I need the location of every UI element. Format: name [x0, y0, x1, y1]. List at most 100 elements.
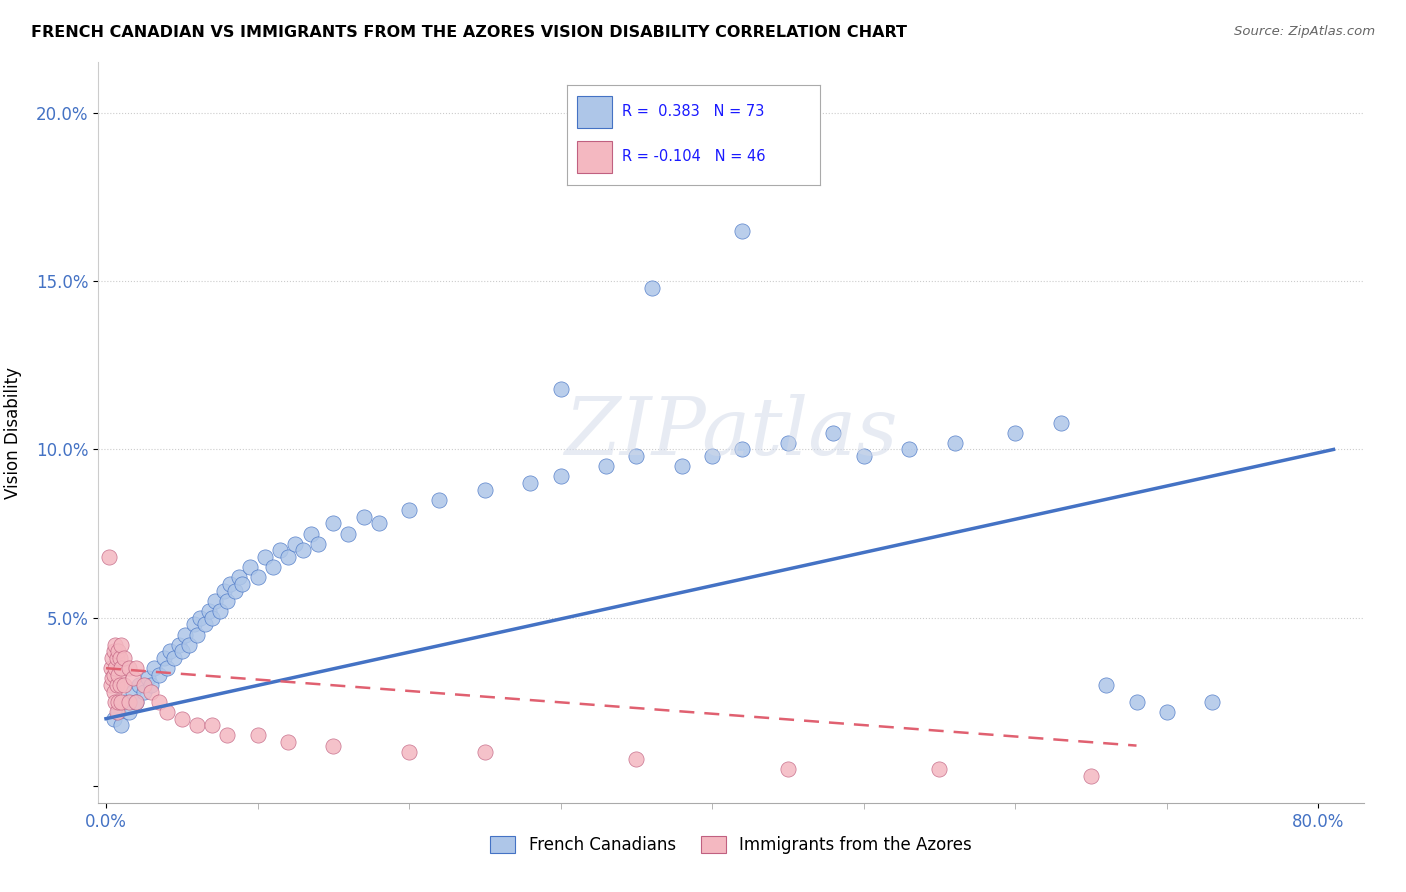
Point	[104, 638, 127, 652]
Point	[198, 604, 221, 618]
Point	[163, 651, 186, 665]
Point	[186, 627, 208, 641]
Point	[550, 382, 572, 396]
Point	[112, 651, 135, 665]
Point	[262, 560, 284, 574]
Point	[112, 678, 135, 692]
Point	[152, 651, 174, 665]
Point	[141, 685, 163, 699]
Point	[107, 644, 129, 658]
Point	[159, 644, 181, 658]
Point	[776, 762, 799, 776]
Point	[228, 570, 250, 584]
Point	[167, 638, 190, 652]
Point	[239, 560, 262, 574]
Point	[100, 678, 122, 692]
Point	[148, 668, 170, 682]
Point	[1156, 705, 1178, 719]
Point	[398, 745, 420, 759]
Point	[173, 627, 195, 641]
Point	[1095, 678, 1118, 692]
Point	[132, 685, 155, 699]
Point	[108, 651, 131, 665]
Point	[183, 617, 205, 632]
Point	[307, 536, 329, 550]
Y-axis label: Vision Disability: Vision Disability	[4, 367, 22, 499]
Point	[1004, 425, 1026, 440]
Point	[105, 651, 128, 665]
Legend: French Canadians, Immigrants from the Azores: French Canadians, Immigrants from the Az…	[484, 830, 979, 861]
Point	[101, 651, 124, 665]
Point	[292, 543, 315, 558]
Point	[337, 526, 360, 541]
Point	[277, 550, 299, 565]
Point	[626, 449, 648, 463]
Point	[156, 661, 179, 675]
Point	[322, 739, 344, 753]
Text: Source: ZipAtlas.com: Source: ZipAtlas.com	[1234, 25, 1375, 38]
Point	[103, 644, 125, 658]
Point	[702, 449, 724, 463]
Point	[1080, 769, 1102, 783]
Point	[224, 583, 246, 598]
Point	[170, 644, 193, 658]
Point	[269, 543, 291, 558]
Point	[474, 483, 496, 497]
Point	[107, 695, 129, 709]
Point	[188, 610, 211, 624]
Point	[128, 678, 150, 692]
Point	[103, 668, 125, 682]
Point	[731, 224, 754, 238]
Text: FRENCH CANADIAN VS IMMIGRANTS FROM THE AZORES VISION DISABILITY CORRELATION CHAR: FRENCH CANADIAN VS IMMIGRANTS FROM THE A…	[31, 25, 907, 40]
Point	[179, 638, 201, 652]
Point	[118, 705, 141, 719]
Point	[429, 492, 451, 507]
Point	[776, 435, 799, 450]
Point	[186, 718, 208, 732]
Point	[141, 678, 163, 692]
Point	[103, 712, 125, 726]
Point	[284, 536, 307, 550]
Point	[852, 449, 875, 463]
Point	[595, 459, 617, 474]
Point	[1125, 695, 1147, 709]
Point	[212, 583, 235, 598]
Point	[118, 661, 141, 675]
Point	[640, 281, 662, 295]
Point	[110, 661, 132, 675]
Point	[550, 469, 572, 483]
Point	[219, 577, 242, 591]
Point	[353, 509, 375, 524]
Point	[143, 661, 166, 675]
Point	[204, 594, 226, 608]
Point	[100, 661, 122, 675]
Point	[1049, 416, 1071, 430]
Point	[108, 678, 131, 692]
Point	[118, 695, 141, 709]
Point	[132, 678, 155, 692]
Point	[299, 526, 322, 541]
Point	[107, 668, 129, 682]
Point	[201, 610, 224, 624]
Point	[731, 442, 754, 457]
Point	[125, 661, 148, 675]
Point	[101, 671, 124, 685]
Point	[103, 685, 125, 699]
Point	[201, 718, 224, 732]
Point	[217, 729, 239, 743]
Point	[125, 695, 148, 709]
Point	[122, 685, 145, 699]
Point	[246, 570, 269, 584]
Point	[1201, 695, 1223, 709]
Point	[104, 695, 127, 709]
Point	[193, 617, 215, 632]
Point	[398, 503, 420, 517]
Point	[898, 442, 921, 457]
Point	[105, 705, 128, 719]
Point	[104, 661, 127, 675]
Point	[367, 516, 389, 531]
Point	[156, 705, 179, 719]
Point	[322, 516, 344, 531]
Point	[148, 695, 170, 709]
Point	[254, 550, 277, 565]
